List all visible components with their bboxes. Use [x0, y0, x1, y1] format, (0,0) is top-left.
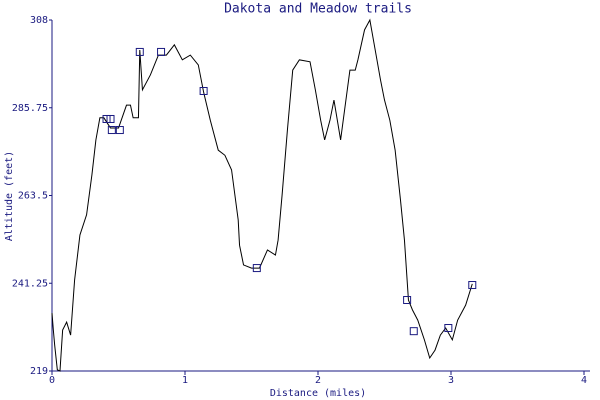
chart-title: Dakota and Meadow trails [224, 2, 412, 17]
x-axis-label: Distance (miles) [270, 388, 366, 399]
marker [157, 47, 166, 56]
y-tick-label: 219 [30, 366, 48, 377]
marker [135, 47, 144, 56]
marker [252, 264, 261, 273]
marker [115, 126, 124, 135]
marker [409, 327, 418, 336]
marker [199, 86, 208, 95]
x-tick-label: 1 [182, 375, 188, 386]
x-tick-label: 3 [448, 375, 454, 386]
y-tick-label: 263.5 [18, 191, 48, 202]
x-tick-label: 0 [49, 375, 55, 386]
marker [403, 296, 412, 305]
x-tick-label: 4 [581, 375, 587, 386]
marker [468, 281, 477, 290]
line [51, 18, 473, 372]
marker [107, 126, 116, 135]
y-axis-label: Altitude (feet) [4, 151, 15, 241]
marker [106, 114, 115, 123]
x-tick-label: 2 [315, 375, 321, 386]
y-tick-label: 241.25 [12, 278, 48, 289]
y-tick-label: 285.75 [12, 103, 48, 114]
marker [444, 324, 453, 333]
y-tick-label: 308 [30, 15, 48, 26]
